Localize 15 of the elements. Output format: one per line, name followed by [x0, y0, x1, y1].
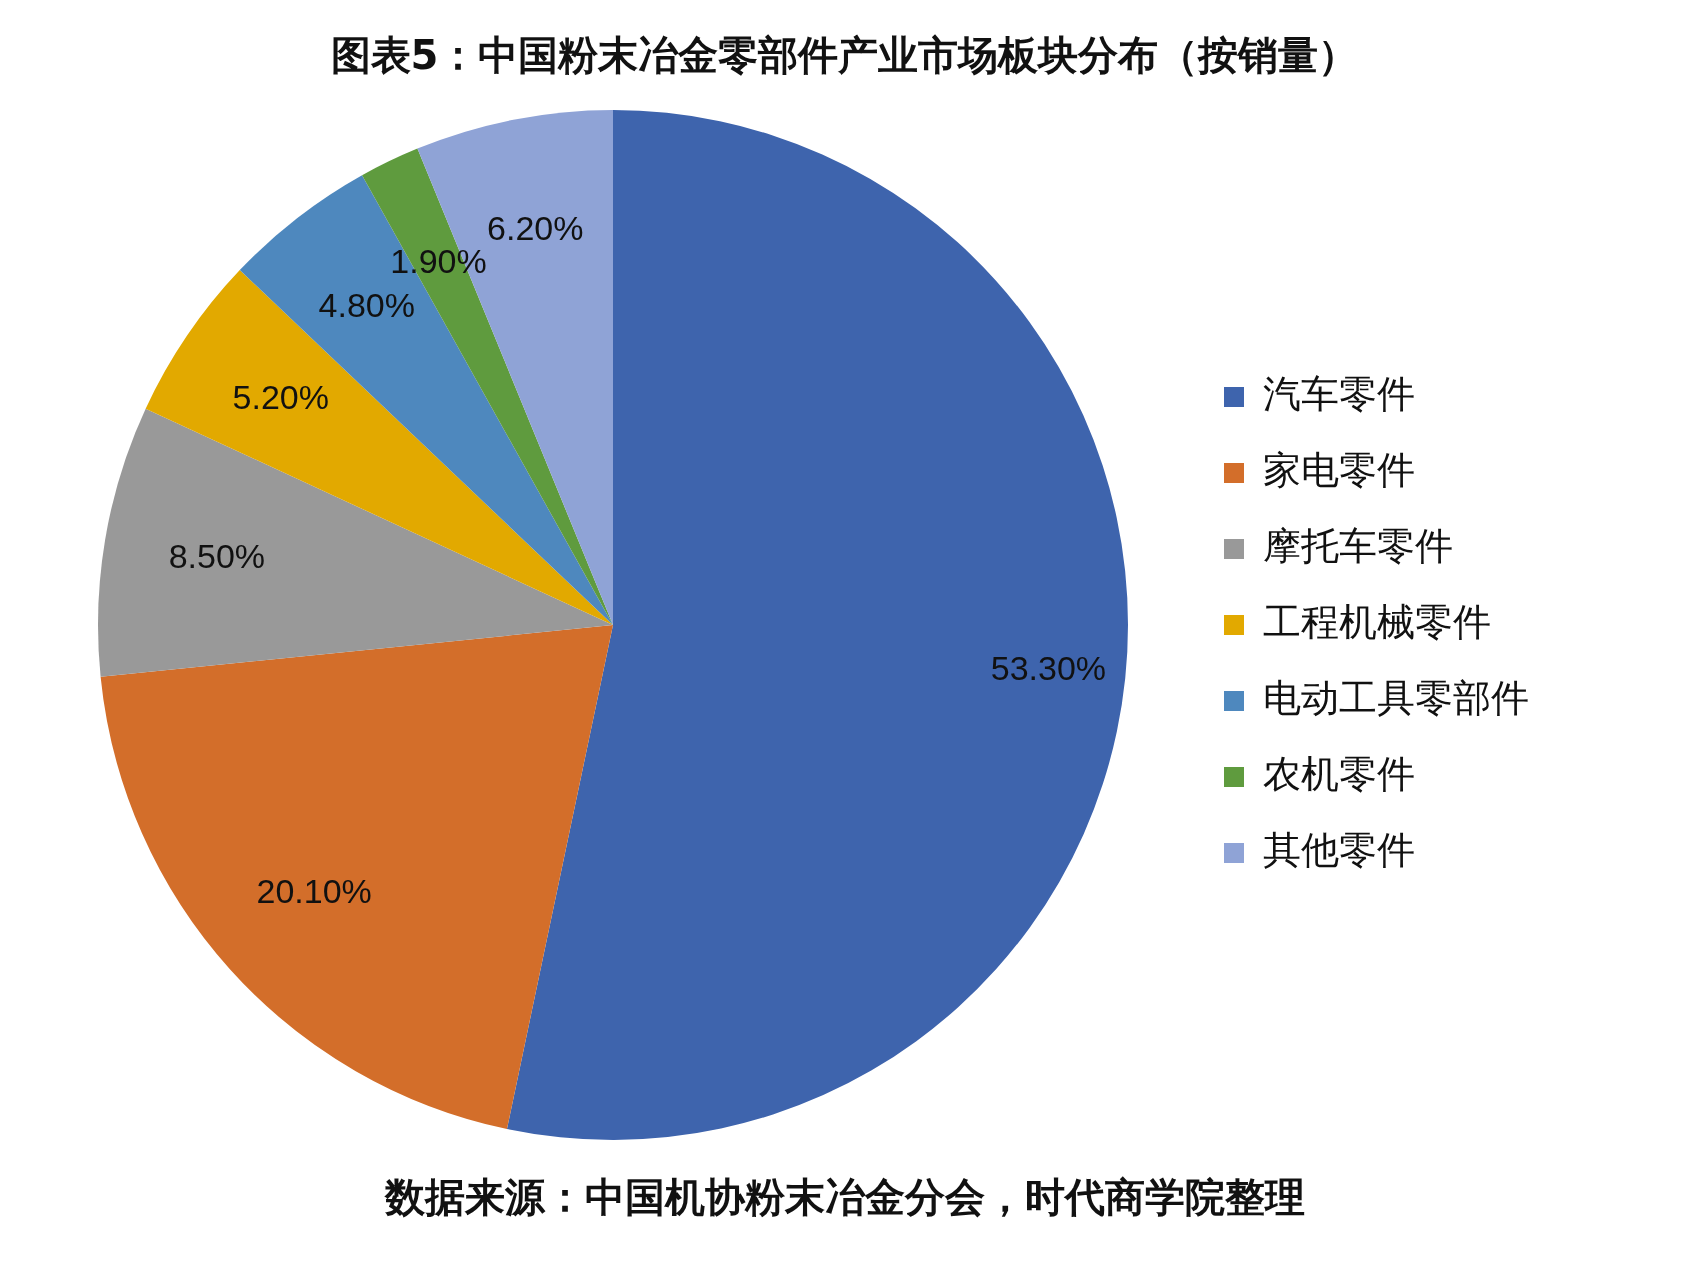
legend-label: 工程机械零件 [1263, 599, 1491, 644]
data-label: 5.20% [232, 377, 329, 416]
legend-label: 摩托车零件 [1263, 523, 1453, 568]
chart-title: 图表5：中国粉末冶金零部件产业市场板块分布（按销量） [329, 31, 1360, 80]
data-label: 20.10% [256, 871, 372, 910]
legend-label: 家电零件 [1263, 447, 1415, 492]
data-label: 6.20% [487, 209, 584, 248]
data-label: 53.30% [990, 648, 1107, 687]
legend-label: 电动工具零部件 [1263, 675, 1529, 720]
legend-label: 汽车零件 [1263, 371, 1415, 416]
data-label: 8.50% [168, 536, 266, 575]
source-note: 数据来源：中国机协粉末冶金分会，时代商学院整理 [383, 1173, 1306, 1222]
legend-label: 农机零件 [1263, 751, 1415, 796]
legend-label: 其他零件 [1263, 827, 1415, 872]
data-label: 4.80% [318, 285, 415, 324]
